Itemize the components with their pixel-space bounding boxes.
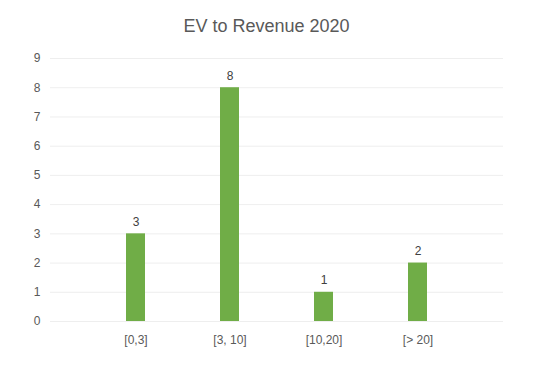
svg-text:[3, 10]: [3, 10] (213, 333, 246, 347)
svg-text:5: 5 (34, 168, 41, 182)
svg-text:1: 1 (34, 285, 41, 299)
html-text:EV to Revenue 2020: EV to Revenue 2020 (183, 16, 350, 36)
svg-text:3: 3 (133, 215, 140, 229)
svg-text:8: 8 (227, 69, 234, 83)
svg-text:8: 8 (34, 81, 41, 95)
svg-text:9: 9 (34, 51, 41, 65)
svg-text:3: 3 (34, 227, 41, 241)
svg-text:[0,3]: [0,3] (124, 333, 147, 347)
svg-text:2: 2 (415, 244, 422, 258)
svg-text:[> 20]: [> 20] (403, 333, 433, 347)
svg-text:2: 2 (34, 256, 41, 270)
svg-text:4: 4 (34, 197, 41, 211)
svg-text:[10,20]: [10,20] (306, 333, 343, 347)
svg-text:7: 7 (34, 110, 41, 124)
svg-text:1: 1 (321, 273, 328, 287)
svg-text:6: 6 (34, 139, 41, 153)
svg-text:0: 0 (34, 314, 41, 328)
